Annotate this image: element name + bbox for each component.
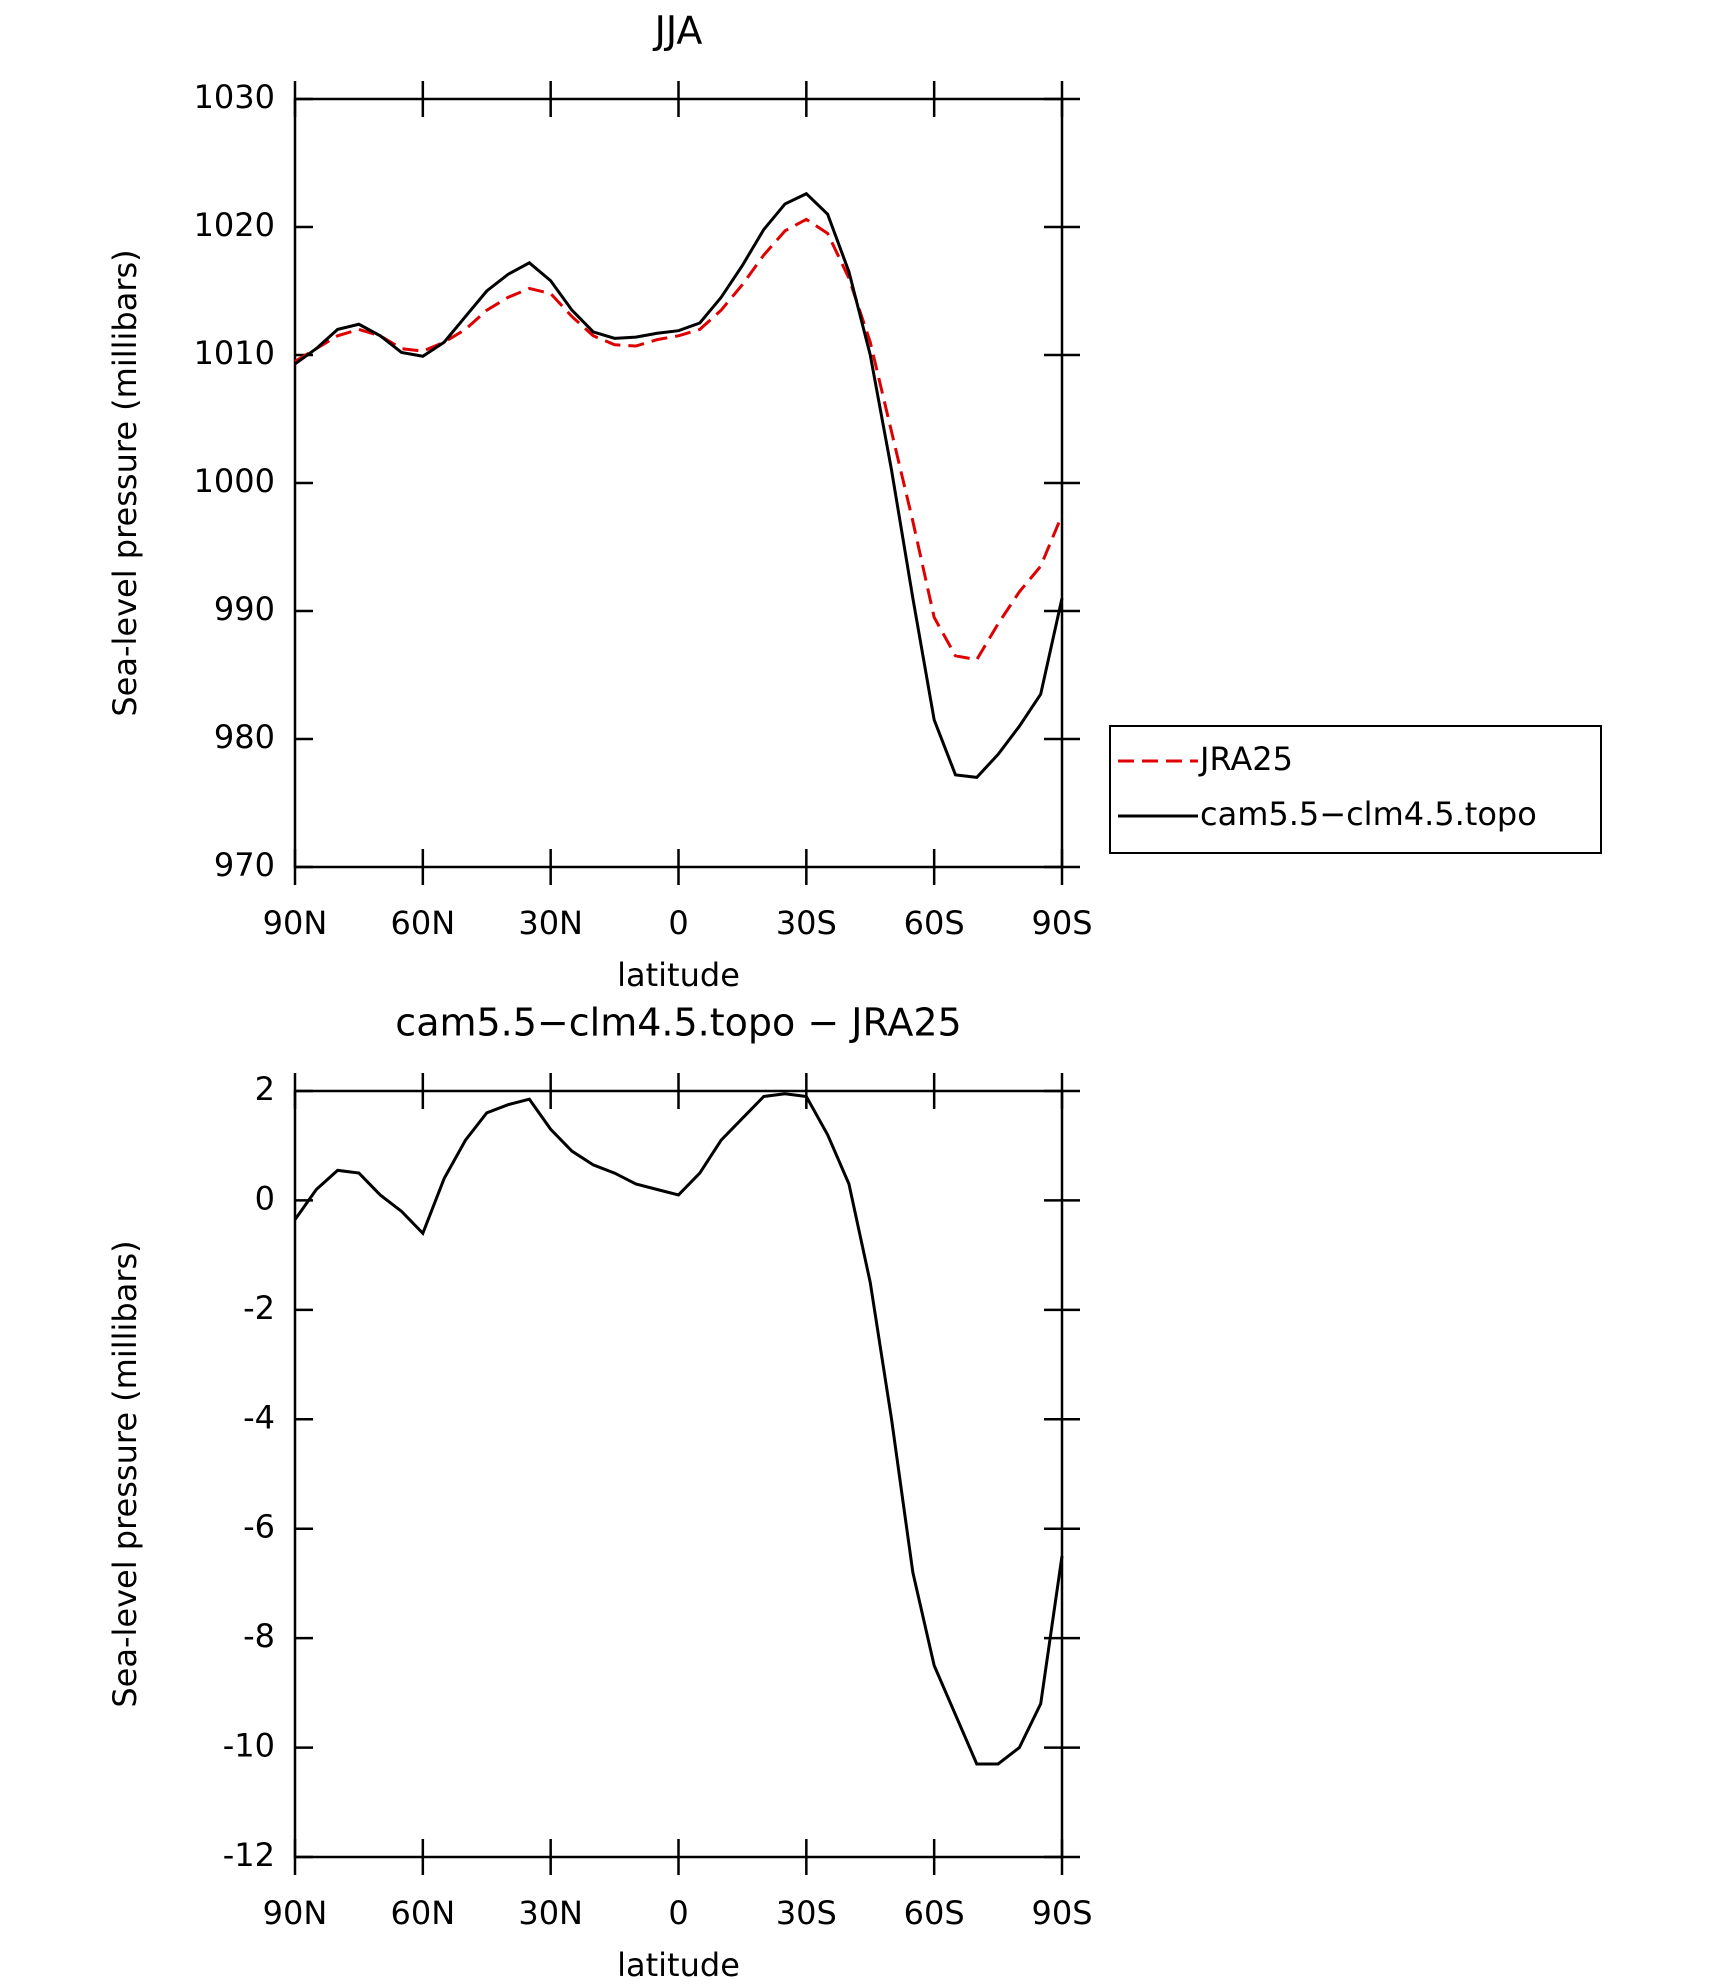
y-tick-label: -10 (223, 1727, 275, 1765)
x-tick-label: 0 (668, 904, 688, 942)
x-tick-label: 30N (518, 904, 583, 942)
x-tick-label: 90N (263, 904, 328, 942)
chart-title: cam5.5−clm4.5.topo − JRA25 (395, 1001, 961, 1045)
x-tick-label: 0 (668, 1894, 688, 1932)
x-tick-label: 90N (263, 1894, 328, 1932)
legend-label: cam5.5−clm4.5.topo (1200, 795, 1537, 833)
x-tick-label: 60N (391, 904, 456, 942)
y-tick-label: 1000 (194, 462, 275, 500)
data-line (293, 1092, 1064, 1766)
y-tick-label: 1020 (194, 206, 275, 244)
plot-frame (293, 1089, 1064, 1859)
plot-frame (293, 97, 1064, 869)
y-tick-label: -6 (243, 1508, 275, 1546)
y-tick-label: -12 (223, 1836, 275, 1874)
y-tick-label: -4 (243, 1398, 275, 1436)
y-tick-label: 990 (214, 590, 275, 628)
legend-box (1109, 725, 1602, 854)
y-tick-label: -2 (243, 1289, 275, 1327)
x-tick-label: 90S (1031, 904, 1092, 942)
data-line (294, 191, 1064, 779)
y-axis-label: Sea-level pressure (millibars) (106, 249, 144, 716)
y-tick-label: 1010 (194, 334, 275, 372)
x-tick-label: 30N (518, 1894, 583, 1932)
legend-label: JRA25 (1198, 740, 1293, 778)
x-tick-label: 60N (391, 1894, 456, 1932)
chart-title: JJA (653, 9, 703, 53)
y-axis-label: Sea-level pressure (millibars) (106, 1240, 144, 1707)
y-tick-label: -8 (243, 1617, 275, 1655)
y-tick-label: 980 (214, 718, 275, 756)
x-tick-label: 30S (776, 1894, 837, 1932)
x-axis-label: latitude (617, 1946, 740, 1984)
y-tick-label: 2 (255, 1070, 275, 1108)
y-tick-label: 1030 (194, 78, 275, 116)
x-tick-label: 30S (776, 904, 837, 942)
x-tick-label: 60S (904, 904, 965, 942)
y-tick-label: 0 (255, 1179, 275, 1217)
x-axis-label: latitude (617, 956, 740, 994)
y-tick-label: 970 (214, 846, 275, 884)
x-tick-label: 90S (1031, 1894, 1092, 1932)
data-line (294, 217, 1064, 662)
x-tick-label: 60S (904, 1894, 965, 1932)
